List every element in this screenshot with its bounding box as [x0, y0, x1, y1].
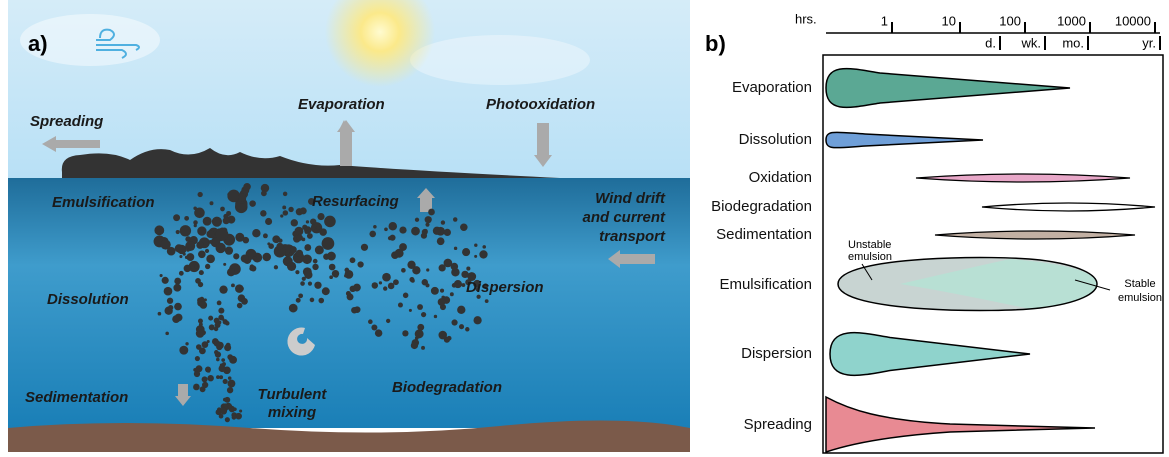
panel-b-chart [822, 32, 1164, 454]
process-name: Evaporation [732, 79, 812, 96]
tick-label: d. [985, 35, 996, 50]
tick-label: yr. [1142, 35, 1156, 50]
tick-label: wk. [1021, 35, 1042, 50]
process-shape [825, 67, 1071, 109]
process-label: Resurfacing [312, 193, 399, 210]
arrows [42, 120, 655, 406]
process-label: transport [599, 228, 666, 245]
note: Unstable [848, 239, 891, 251]
tick-label: mo. [1062, 35, 1084, 50]
process-shape [837, 256, 1098, 312]
wind-icon [96, 28, 140, 59]
pointer [861, 263, 873, 281]
process-label: Evaporation [298, 96, 385, 113]
process-name: Spreading [744, 416, 812, 433]
process-shape [915, 173, 1131, 183]
process-label: Sedimentation [25, 389, 128, 406]
process-shape [934, 230, 1136, 240]
axis-unit: hrs. [795, 11, 817, 26]
process-label: and current [582, 209, 666, 226]
process-name: Dispersion [741, 345, 812, 362]
process-label: Dispersion [466, 279, 544, 296]
process-name: Dissolution [739, 131, 812, 148]
process-name: Emulsification [719, 276, 812, 293]
process-shape [825, 131, 984, 149]
process-shape [900, 259, 1097, 309]
process-shape [825, 395, 1096, 454]
tick-label: 100 [999, 13, 1021, 28]
panel-label: b) [705, 31, 726, 56]
tick-label: 1000 [1057, 13, 1086, 28]
note: emulsion [1118, 292, 1162, 304]
tick-label: 1 [881, 13, 888, 28]
process-label: Biodegradation [392, 379, 502, 396]
note: Stable [1124, 278, 1155, 290]
tick-label: 10 [942, 13, 956, 28]
process-shape [981, 202, 1156, 212]
process-label: mixing [268, 404, 316, 421]
process-name: Sedimentation [716, 226, 812, 243]
process-label: Photooxidation [486, 96, 595, 113]
pointer [1074, 279, 1111, 291]
oil-droplets [153, 182, 489, 423]
process-label: Turbulent [258, 386, 328, 403]
process-shape [829, 331, 1031, 377]
process-name: Oxidation [749, 169, 812, 186]
panel-a-scene [8, 0, 690, 452]
process-label: Spreading [30, 113, 103, 130]
panel-label: a) [28, 31, 48, 56]
tick-label: 10000 [1115, 13, 1151, 28]
process-label: Wind drift [595, 190, 666, 207]
process-label: Dissolution [47, 291, 129, 308]
process-label: Emulsification [52, 194, 155, 211]
process-name: Biodegradation [711, 198, 812, 215]
note: emulsion [848, 251, 892, 263]
